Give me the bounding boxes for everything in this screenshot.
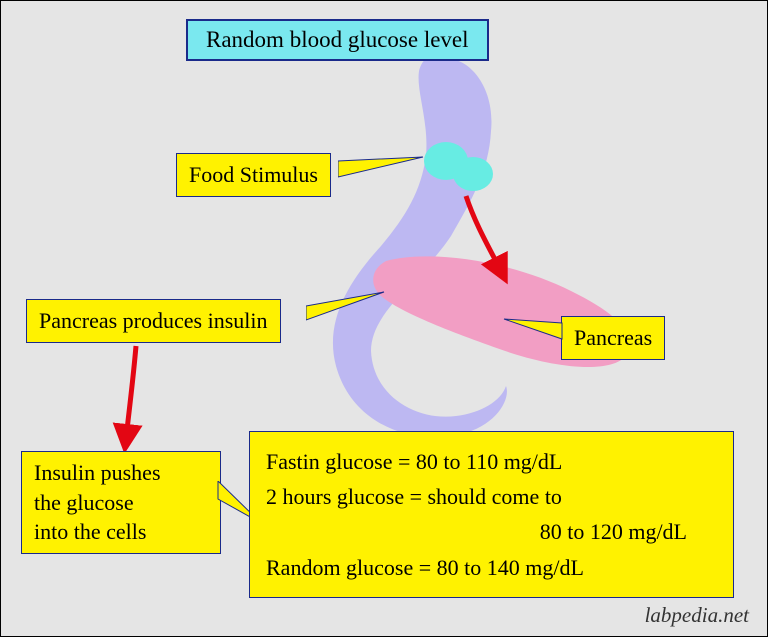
food-shape-2 [453, 157, 493, 191]
value-fasting: Fastin glucose = 80 to 110 mg/dL [266, 444, 717, 479]
callout-food-stimulus: Food Stimulus [176, 153, 331, 197]
callout-food-tail [338, 149, 438, 199]
callout-insulin-push: Insulin pushes the glucose into the cell… [21, 451, 221, 554]
value-2hr-cont: 80 to 120 mg/dL [266, 514, 717, 549]
insulin-line1: Insulin pushes [34, 458, 208, 488]
title-box: Random blood glucose level [186, 19, 489, 61]
insulin-line3: into the cells [34, 517, 208, 547]
food-shape-1 [424, 142, 468, 180]
callout-pancreas-insulin-tail [306, 286, 396, 331]
callout-pancreas-insulin: Pancreas produces insulin [26, 299, 281, 343]
insulin-line2: the glucose [34, 488, 208, 518]
watermark: labpedia.net [645, 603, 749, 628]
arrow-insulin-down [126, 346, 136, 439]
diagram-canvas: Random blood glucose level Food Stimulus… [0, 0, 768, 637]
glucose-values-box: Fastin glucose = 80 to 110 mg/dL 2 hours… [249, 431, 734, 598]
value-random: Random glucose = 80 to 140 mg/dL [266, 550, 717, 585]
callout-pancreas: Pancreas [561, 316, 665, 360]
arrow-food-to-pancreas [466, 196, 501, 271]
callout-pancreas-tail [499, 311, 569, 356]
value-2hr: 2 hours glucose = should come to [266, 479, 717, 514]
stomach-shape [333, 57, 507, 437]
